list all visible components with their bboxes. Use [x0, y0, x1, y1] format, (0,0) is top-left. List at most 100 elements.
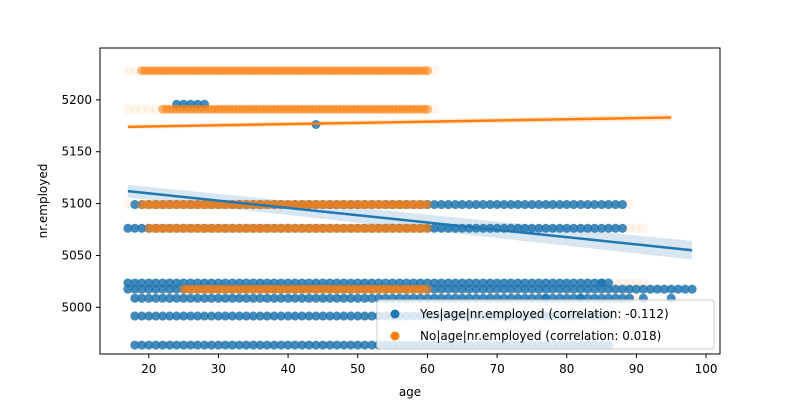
- x-tick-label: 40: [280, 362, 295, 376]
- yes-point: [506, 200, 516, 210]
- yes-point: [436, 284, 446, 294]
- yes-point: [220, 293, 230, 303]
- no-faint-point: [429, 104, 440, 115]
- yes-point: [241, 340, 251, 350]
- yes-point: [367, 293, 377, 303]
- yes-point: [276, 340, 286, 350]
- yes-point: [597, 200, 607, 210]
- yes-point: [478, 278, 488, 288]
- yes-point: [478, 200, 488, 210]
- yes-point: [457, 200, 467, 210]
- yes-point: [227, 293, 237, 303]
- y-tick-label: 5100: [61, 197, 92, 211]
- yes-point: [130, 223, 140, 233]
- yes-point: [213, 311, 223, 321]
- yes-point: [429, 278, 439, 288]
- yes-point: [290, 340, 300, 350]
- yes-point: [499, 200, 509, 210]
- yes-point: [590, 284, 600, 294]
- yes-point: [541, 284, 551, 294]
- yes-point: [485, 278, 495, 288]
- yes-point: [304, 293, 314, 303]
- yes-point: [165, 293, 175, 303]
- yes-point: [241, 293, 251, 303]
- yes-point: [617, 200, 627, 210]
- yes-point: [617, 223, 627, 233]
- yes-point: [590, 200, 600, 210]
- regression-lines-layer: [127, 116, 693, 252]
- yes-point: [513, 284, 523, 294]
- yes-point: [499, 278, 509, 288]
- yes-point: [360, 311, 370, 321]
- yes-point: [604, 223, 614, 233]
- no-regression-line: [127, 116, 672, 129]
- yes-point: [527, 278, 537, 288]
- yes-point: [234, 311, 244, 321]
- yes-point: [234, 340, 244, 350]
- yes-point: [534, 200, 544, 210]
- yes-point: [562, 284, 572, 294]
- x-tick-label: 30: [211, 362, 226, 376]
- yes-point: [137, 311, 147, 321]
- plot-frame: [99, 47, 721, 355]
- yes-point: [541, 223, 551, 233]
- yes-point: [144, 340, 154, 350]
- yes-point: [304, 340, 314, 350]
- yes-point: [172, 293, 182, 303]
- x-axis-title: age: [399, 385, 421, 399]
- yes-point: [123, 284, 133, 294]
- yes-point: [220, 340, 230, 350]
- legend-label-no: No|age|nr.employed (correlation: 0.018): [420, 329, 661, 343]
- legend-marker-no: [390, 331, 400, 341]
- yes-point: [499, 284, 509, 294]
- yes-point: [492, 200, 502, 210]
- yes-point: [151, 340, 161, 350]
- yes-point: [583, 284, 593, 294]
- yes-point: [583, 278, 593, 288]
- yes-point: [290, 311, 300, 321]
- yes-point: [604, 278, 614, 288]
- yes-point: [137, 278, 147, 288]
- yes-point: [234, 293, 244, 303]
- yes-point: [137, 223, 147, 233]
- yes-point: [165, 311, 175, 321]
- yes-point: [548, 278, 558, 288]
- yes-point: [144, 284, 154, 294]
- yes-point: [583, 223, 593, 233]
- yes-point: [492, 278, 502, 288]
- no-faint-point: [631, 223, 642, 234]
- x-tick-label: 90: [629, 362, 644, 376]
- yes-point: [144, 278, 154, 288]
- legend: Yes|age|nr.employed (correlation: -0.112…: [376, 299, 715, 350]
- yes-point: [255, 340, 265, 350]
- yes-point: [562, 223, 572, 233]
- no-faint-point: [122, 104, 133, 115]
- yes-point: [492, 284, 502, 294]
- yes-point: [527, 200, 537, 210]
- yes-point: [562, 200, 572, 210]
- yes-point: [283, 340, 293, 350]
- yes-point: [457, 284, 467, 294]
- yes-point: [158, 293, 168, 303]
- y-tick-label: 5000: [61, 300, 92, 314]
- yes-point: [172, 340, 182, 350]
- yes-point: [485, 200, 495, 210]
- y-axis: 5000 5050 5100 5150 5200: [61, 93, 100, 314]
- yes-point: [165, 340, 175, 350]
- yes-point: [151, 284, 161, 294]
- yes-point: [172, 284, 182, 294]
- yes-point: [339, 340, 349, 350]
- yes-point: [555, 278, 565, 288]
- legend-marker-yes: [390, 309, 400, 319]
- yes-point: [450, 200, 460, 210]
- yes-point: [130, 200, 140, 210]
- no-faint-point: [143, 104, 154, 115]
- yes-point: [213, 340, 223, 350]
- no-faint-point: [122, 65, 133, 76]
- yes-point: [311, 311, 321, 321]
- yes-point: [199, 340, 209, 350]
- yes-point: [360, 340, 370, 350]
- yes-point: [527, 223, 537, 233]
- yes-point: [172, 311, 182, 321]
- yes-point: [464, 200, 474, 210]
